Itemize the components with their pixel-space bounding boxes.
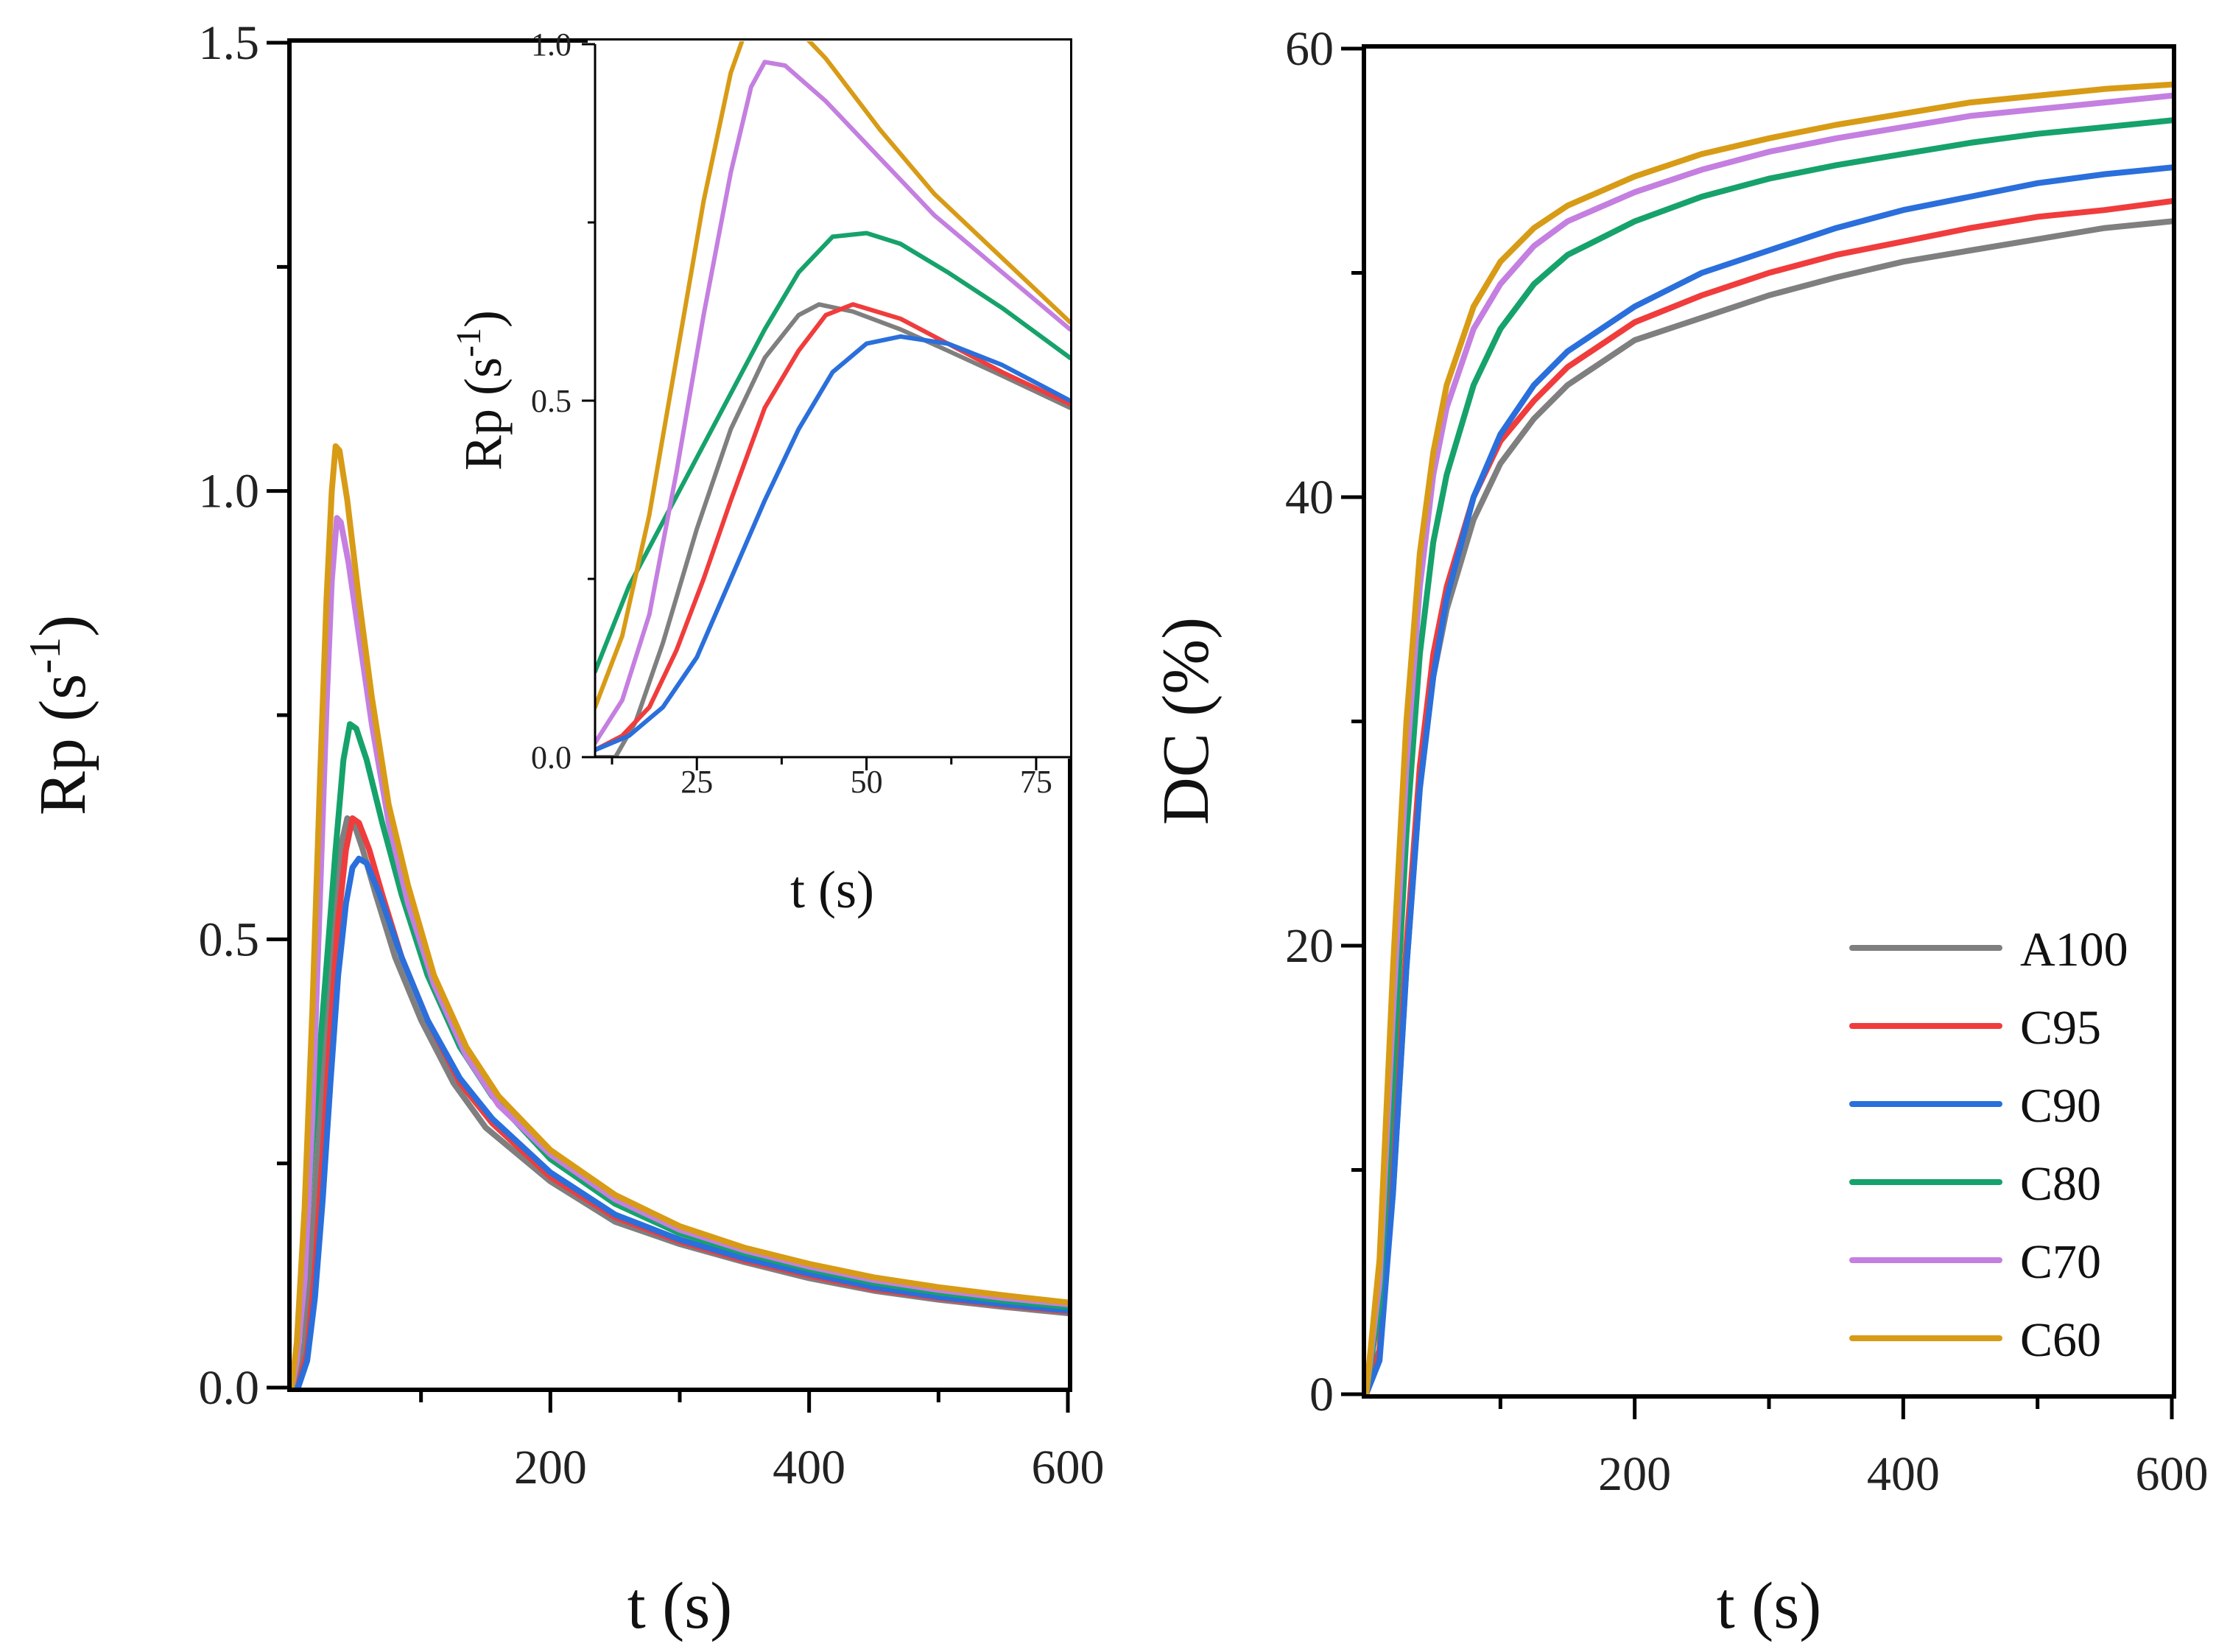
conversion-y-axis-title: DC (%) [1150, 617, 1223, 825]
rate-inset-y-axis-title-main: Rp (s [454, 357, 513, 471]
rate-inset-y-tick-label: 1.0 [531, 27, 571, 63]
conversion-series-c95 [1366, 198, 2172, 1394]
rate-inset-series-a100 [595, 302, 1070, 757]
legend-label: C80 [2020, 1157, 2101, 1211]
conversion-y-tick-label: 40 [1285, 471, 1334, 524]
rate-inset-x-tick-label: 75 [1020, 764, 1052, 800]
legend-label: A100 [2020, 923, 2128, 977]
conversion-x-tick-label: 600 [2136, 1447, 2209, 1501]
rate-x-tick-label: 600 [1032, 1441, 1105, 1494]
rate-inset-x-tick-label: 25 [680, 764, 713, 800]
conversion-chart: 0 20 40 60 200 400 600 t (s) DC (%) A100 C95 C90… [1150, 22, 2209, 1642]
rate-inset-y-tick-label: 0.0 [531, 739, 571, 776]
rate-x-axis-title: t (s) [627, 1570, 732, 1642]
conversion-y-tick-label: 0 [1309, 1368, 1334, 1421]
rate-inset-y-tick-label: 0.5 [531, 383, 571, 419]
rate-inset-y-axis-title-close: ) [454, 310, 513, 328]
rate-inset-x-axis-title: t (s) [790, 860, 874, 919]
rate-inset-series-c90 [595, 334, 1070, 753]
rate-inset-series-c60 [595, 41, 1070, 710]
legend: A100 C95 C90 C80 C70 C60 [1849, 923, 2128, 1367]
rate-inset-series-c70 [595, 60, 1070, 745]
rate-inset-series-c80 [595, 231, 1070, 674]
rate-inset-y-axis-title: Rp (s-1) [449, 310, 513, 471]
legend-label: C60 [2020, 1313, 2101, 1367]
rate-series-group [292, 443, 1068, 1388]
conversion-x-tick-label: 400 [1867, 1447, 1940, 1501]
legend-label: C95 [2020, 1001, 2101, 1055]
legend-item-c90: C90 [1849, 1079, 2101, 1133]
conversion-series-c60 [1366, 81, 2172, 1394]
conversion-x-axis-title: t (s) [1717, 1570, 1821, 1642]
legend-item-c80: C80 [1849, 1157, 2101, 1211]
conversion-y-tick-label: 20 [1285, 919, 1334, 973]
legend-item-c70: C70 [1849, 1235, 2101, 1289]
rate-inset-series-group [595, 41, 1070, 757]
rate-y-tick-label: 0.5 [199, 913, 260, 966]
conversion-series-c70 [1366, 92, 2172, 1394]
conversion-series-group [1366, 81, 2172, 1394]
rate-y-axis-title-close: ) [27, 615, 99, 637]
conversion-series-c90 [1366, 164, 2172, 1394]
rate-x-tick-label: 400 [773, 1441, 845, 1494]
rate-y-axis-title: Rp (s-1) [21, 615, 99, 816]
rate-y-tick-label: 0.0 [199, 1361, 260, 1415]
rate-series-c90 [292, 855, 1068, 1388]
legend-item-c95: C95 [1849, 1001, 2101, 1055]
rate-axis-ticks: 0.0 0.5 1.0 1.5 200 400 600 [199, 16, 1105, 1494]
rate-inset-series-c95 [595, 302, 1070, 753]
rate-y-axis-title-main: Rp (s [27, 674, 99, 816]
conversion-y-tick-label: 60 [1285, 22, 1334, 76]
conversion-series-c80 [1366, 117, 2172, 1394]
legend-label: C90 [2020, 1079, 2101, 1133]
conversion-series-a100 [1366, 218, 2172, 1394]
legend-item-a100: A100 [1849, 923, 2128, 977]
conversion-axis-ticks: 0 20 40 60 200 400 600 [1285, 22, 2209, 1501]
rate-inset-y-axis-title-sup: -1 [449, 328, 488, 357]
rate-y-tick-label: 1.0 [199, 465, 260, 519]
rate-inset-x-tick-label: 50 [851, 764, 883, 800]
rate-y-tick-label: 1.5 [199, 16, 260, 70]
rate-inset-chart: 0.0 0.5 1.0 25 50 75 t (s) Rp (s-1) [449, 27, 1070, 919]
conversion-x-tick-label: 200 [1598, 1447, 1671, 1501]
rate-x-tick-label: 200 [514, 1441, 587, 1494]
rate-series-c60 [292, 443, 1068, 1388]
rate-inset-axis-ticks: 0.0 0.5 1.0 25 50 75 [531, 27, 1052, 800]
rate-y-axis-title-sup: -1 [21, 637, 69, 674]
legend-item-c60: C60 [1849, 1313, 2101, 1367]
legend-label: C70 [2020, 1235, 2101, 1289]
